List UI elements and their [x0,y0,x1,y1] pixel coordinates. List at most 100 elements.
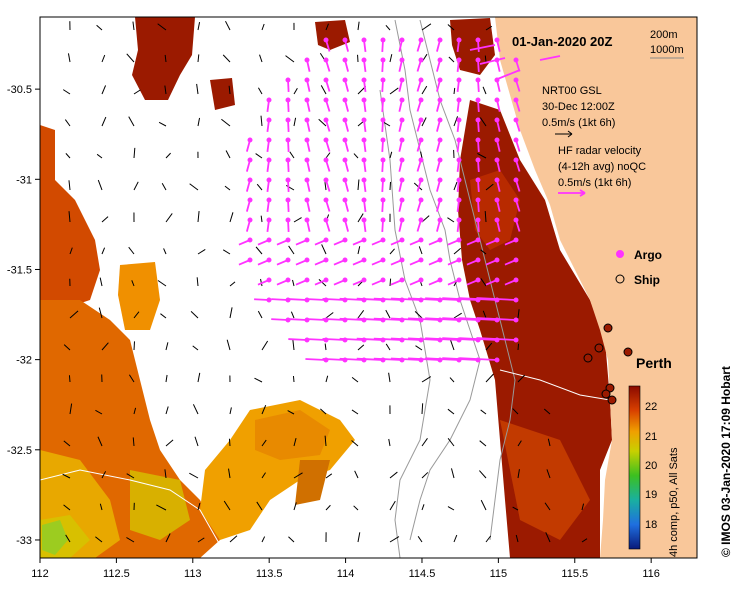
nrt-vector [351,409,359,415]
hf-vector-origin [418,177,424,183]
nrt-vector [357,281,363,287]
hf-vector-origin [304,77,310,83]
hf-vector-origin [342,77,348,83]
hf-vector-origin [494,197,500,203]
lon-tick-label: 112.5 [103,568,130,580]
hf-vector-origin [266,197,272,203]
nrt-vector [512,506,519,511]
hf-vector [425,317,460,321]
hf-vector [271,298,289,301]
nrt-vector [512,408,519,415]
hf-vector [339,337,365,341]
svg-text:21: 21 [645,431,657,443]
hf-vector-origin [456,237,462,243]
lon-tick-label: 112 [31,568,49,580]
hf-vector [322,317,346,321]
nrt-vector [289,151,295,159]
hf-vector-origin [437,277,443,283]
nrt-vector [389,536,400,543]
hf-vector [442,357,479,361]
nrt-vector [447,24,455,31]
hf-vector-origin [475,77,481,83]
nrt-vector [96,153,103,159]
hf-vector-origin [285,97,291,103]
hf-vector-origin [361,137,367,143]
hf-vector-origin [323,277,329,283]
svg-text:19: 19 [645,489,657,501]
lon-tick-label: 113.5 [256,568,283,580]
hf-vector-origin [266,277,272,283]
nrt-vector [229,407,232,415]
hf-vector-origin [456,157,462,163]
nrt-vector [351,440,359,447]
hf-vector [373,297,403,301]
hf-vector-origin [437,157,443,163]
nrt-vector [418,246,423,255]
hf-vector-origin [513,277,519,283]
nrt-vector [229,307,233,319]
hf-vector [356,317,384,321]
hf-vector-origin [380,117,386,123]
lat-tick-label: -32.5 [7,445,32,457]
nrt-vector [224,185,231,191]
hf-vector-origin [266,137,272,143]
hf-vector [288,298,308,301]
hf-vector-origin [437,237,443,243]
nrt-vector [101,247,106,255]
nrt-vector [228,468,231,479]
depth-legend-200: 200m [650,29,678,41]
latitude-axis: -30.5 -31 -31.5 -32 -32.5 -33 [7,84,40,547]
nrt-vector [288,245,295,255]
hf-vector [459,337,498,341]
nrt-vector [133,147,136,159]
nrt-vector [228,438,231,447]
lon-tick-label: 115.5 [561,568,588,580]
hf-vector-origin [399,197,405,203]
hf-vector-origin [437,197,443,203]
nrt-vector [420,151,423,159]
hf-vector-origin [475,157,481,163]
hf-vector-origin [513,297,519,303]
lon-tick-label: 115 [490,568,508,580]
nrt-vector [68,375,71,383]
nrt-vector [161,182,167,191]
hf-vector-origin [342,97,348,103]
nrt-vector [128,246,135,255]
nrt-vector [194,436,199,447]
nrt-vector [385,343,391,351]
hf-vector-origin [399,257,405,263]
hf-vector-origin [285,117,291,123]
hf-vector-origin [285,137,291,143]
hf-vector-origin [342,37,348,43]
nrt-vector [389,151,393,159]
sst-top-blob [132,17,195,100]
nrt-vector [128,116,135,127]
hf-vector-origin [513,177,519,183]
nrt-vector [65,534,71,543]
colorbar-ticks: 22 21 20 19 18 [645,401,657,531]
nrt-vector [517,374,526,383]
nrt-vector [546,469,551,479]
nrt-vector [126,53,135,63]
hf-vector-origin [513,237,519,243]
hf-vector-origin [399,157,405,163]
hf-vector [407,357,441,361]
nrt-vector [63,440,71,447]
nrt-vector [480,249,487,255]
nrt-vector [389,500,396,511]
colorbar [628,385,641,550]
hf-vector-origin [323,137,329,143]
argo-label: Argo [634,248,662,262]
nrt-vector [480,278,487,287]
hf-vector-origin [494,237,500,243]
nrt-vector [101,471,107,479]
nrt-vector [69,247,73,255]
nrt-vector [285,55,295,63]
hf-vector [442,297,479,301]
hf-vector-origin [418,217,424,223]
hf-vector [373,357,403,361]
nrt-vector [261,439,267,447]
hf-vector-origin [342,277,348,283]
hf-vector [339,297,365,301]
nrt-vector [581,538,588,543]
